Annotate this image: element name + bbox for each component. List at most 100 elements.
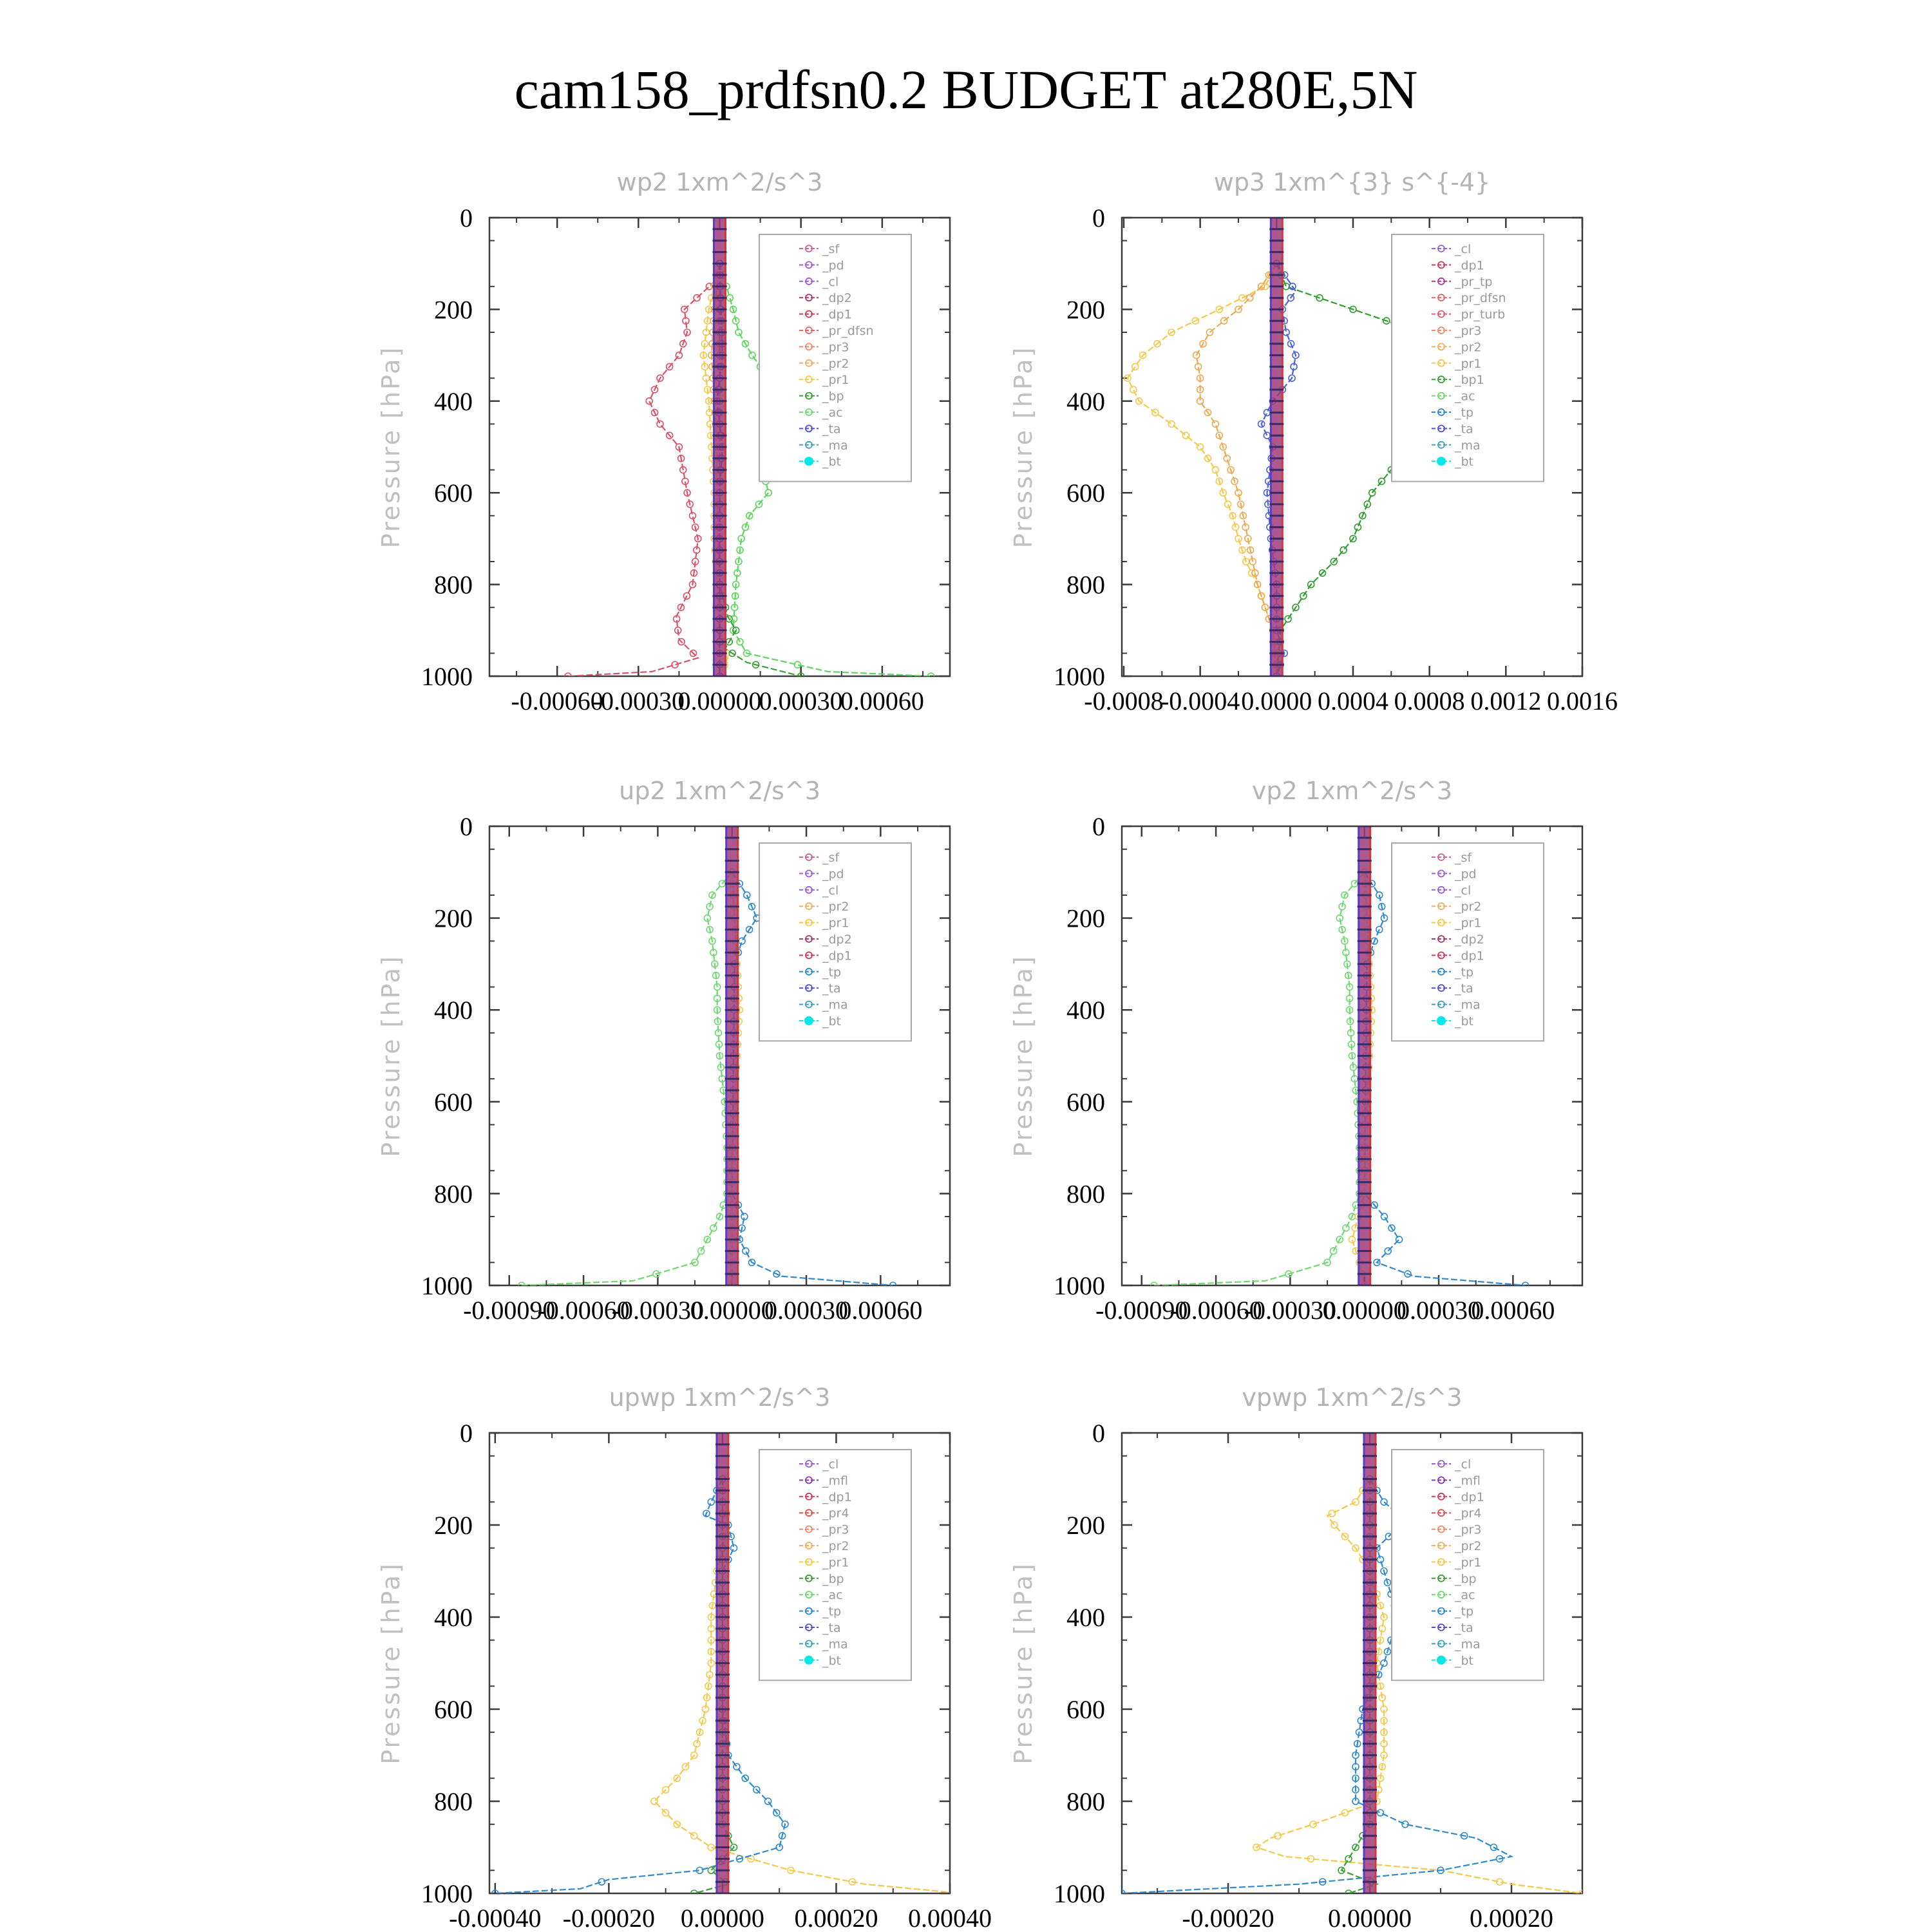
series-line-tp [1260, 263, 1297, 676]
series-marker [1355, 1728, 1363, 1736]
series-marker [686, 500, 694, 508]
series-marker [1124, 374, 1132, 383]
legend-marker [1437, 1558, 1445, 1566]
series-marker [1153, 339, 1161, 348]
series-marker [1215, 477, 1224, 486]
legend-marker [1437, 375, 1445, 384]
y-tick-label: 600 [434, 478, 473, 507]
series-marker [713, 983, 721, 991]
x-tick-label: -0.00020 [1182, 1904, 1274, 1932]
series-marker [701, 339, 709, 348]
series-marker [1375, 925, 1383, 934]
series-marker [713, 994, 721, 1003]
legend-label: _ta [1454, 422, 1473, 436]
series-marker [1383, 1578, 1392, 1587]
legend-label: _pr_dfsn [822, 324, 874, 338]
series-marker [683, 592, 691, 600]
x-tick-label: 0.00030 [759, 687, 843, 715]
legend-marker [805, 294, 813, 302]
legend-marker [1437, 343, 1445, 351]
legend-label: _tp [822, 1605, 841, 1619]
legend-label: _tp [1454, 406, 1473, 420]
x-tick-label: 0.00060 [840, 687, 924, 715]
series-marker [1220, 317, 1228, 325]
legend-label: _pr1 [1454, 357, 1481, 371]
legend-label: _tp [1454, 1605, 1473, 1619]
legend-label: _ma [822, 439, 848, 453]
series-marker [1353, 1739, 1361, 1748]
legend-label: _cl [822, 884, 838, 898]
series-marker [736, 546, 744, 554]
series-marker [732, 626, 740, 634]
y-tick-label: 200 [434, 1511, 473, 1540]
series-marker [703, 1510, 710, 1517]
legend-label: _ma [822, 1637, 848, 1651]
plot-area [564, 218, 935, 676]
series-marker [705, 1682, 712, 1690]
series-marker [764, 489, 773, 497]
legend-label: _pr1 [822, 916, 849, 931]
x-tick-label: -0.00090 [463, 1296, 555, 1325]
legend-label: _pr2 [822, 900, 849, 914]
series-marker [661, 1809, 670, 1817]
series-marker [688, 511, 697, 520]
series-marker [1284, 615, 1292, 623]
plot-frame [488, 825, 951, 1287]
series-marker [1307, 1855, 1315, 1863]
legend: _cl_mfl _dp1 _pr4 _pr3 _pr2 _pr1 _bp _ac _tp _ta _… [1391, 1449, 1544, 1681]
x-tick-label: 0.00060 [838, 1296, 922, 1325]
series-marker [696, 1866, 704, 1875]
series-marker [958, 1890, 965, 1897]
legend-marker [805, 1558, 813, 1566]
series-marker [755, 500, 763, 508]
legend-label: _bt [1454, 1654, 1473, 1668]
series-marker [1345, 994, 1354, 1003]
legend-marker [1437, 245, 1445, 252]
y-tick-label: 200 [1066, 1511, 1105, 1540]
series-marker [683, 489, 691, 497]
series-marker [1219, 489, 1227, 497]
legend-label: _pr2 [822, 357, 849, 371]
x-tick-label: 0.00000 [690, 1296, 774, 1325]
legend-label: _pr_dfsn [1454, 291, 1506, 305]
series-marker [728, 649, 736, 658]
series-marker [741, 523, 750, 531]
legend-marker [1437, 1476, 1445, 1484]
series-marker [730, 1843, 738, 1852]
series-marker [710, 949, 717, 956]
legend: _sf _pd _cl _dp2 _dp1 _pr_dfsn _pr3 _pr2 _pr1 _bp… [759, 234, 912, 482]
series-marker [731, 592, 739, 600]
legend-label: _pr4 [822, 1506, 849, 1520]
x-tick-label: 0.0008 [1394, 687, 1465, 715]
legend-label: _bp [1454, 1572, 1477, 1586]
plot-area [518, 826, 897, 1285]
series-marker [1345, 1006, 1354, 1014]
series-marker [1287, 339, 1295, 348]
plot-area [1150, 826, 1530, 1285]
legend-marker [1437, 984, 1445, 992]
series-marker [1300, 592, 1307, 600]
series-marker [1257, 282, 1265, 290]
legend-marker [805, 359, 813, 367]
y-tick-label: 200 [1066, 295, 1105, 324]
legend-marker [805, 408, 813, 416]
series-marker [1282, 282, 1290, 290]
legend-marker [1437, 457, 1446, 466]
legend-marker [805, 1607, 813, 1615]
y-tick-label: 400 [434, 1603, 473, 1632]
plot-frame [1121, 216, 1584, 677]
legend-marker [804, 457, 813, 466]
series-marker [1380, 1717, 1388, 1725]
series-marker [1242, 523, 1249, 531]
series-marker [1352, 1498, 1359, 1506]
series-marker [1288, 374, 1296, 383]
legend-marker [805, 245, 813, 252]
series-marker [1196, 374, 1204, 383]
legend-marker [1437, 918, 1445, 927]
y-tick-label: 600 [1066, 1695, 1105, 1724]
series-marker [1349, 535, 1357, 543]
series-marker [1378, 1694, 1387, 1701]
series-marker [650, 386, 659, 393]
series-marker [677, 603, 685, 612]
